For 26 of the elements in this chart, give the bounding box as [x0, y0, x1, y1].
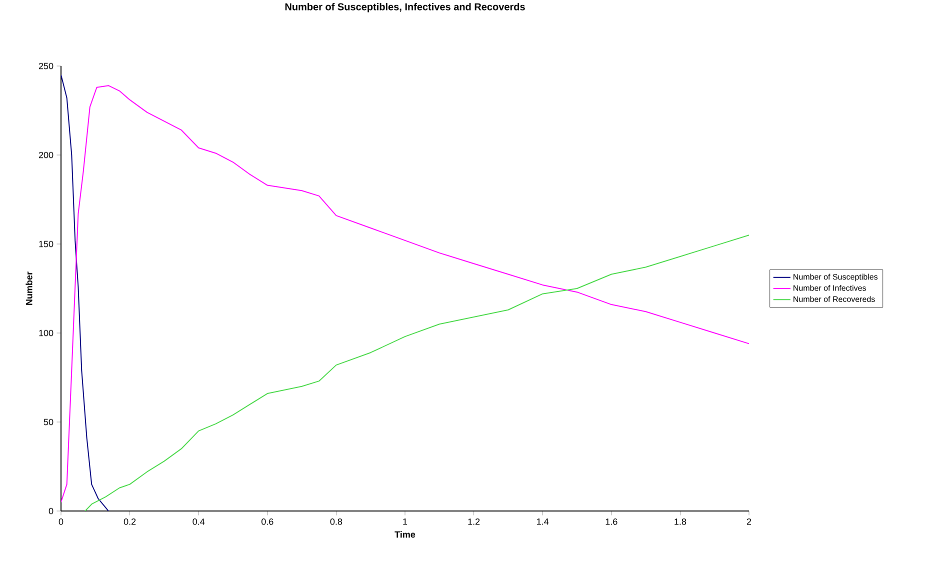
x-tick-label: 1.4 — [537, 518, 549, 525]
y-tick-label: 200 — [38, 152, 54, 158]
line-series — [61, 85, 750, 503]
y-tick-label: 250 — [38, 62, 54, 70]
legend-label: Number of Susceptibles — [794, 274, 878, 282]
x-tick-label: 0.6 — [261, 518, 274, 525]
y-axis-title: Number — [26, 272, 32, 305]
x-tick-label: 1 — [403, 518, 408, 525]
line-series — [61, 74, 109, 512]
y-tick-label: 100 — [39, 330, 54, 336]
x-tick-label: 1.2 — [468, 518, 480, 525]
x-axis-title: Time — [394, 531, 416, 538]
x-tick-label: 1.8 — [674, 518, 686, 525]
x-tick-label: 1.6 — [606, 518, 618, 525]
legend-label: Number of Recovereds — [794, 296, 875, 302]
x-tick-label: 0 — [58, 518, 64, 525]
y-tick-label: 150 — [39, 240, 54, 248]
x-tick-label: 0.4 — [192, 518, 205, 525]
legend-label: Number of Infectives — [794, 284, 866, 291]
x-tick-label: 2 — [746, 518, 752, 525]
chart-title: Number of Susceptibles, Infectives and Recoverds — [285, 2, 525, 12]
x-tick-label: 0.8 — [330, 518, 342, 525]
y-tick-label: 0 — [48, 508, 54, 514]
line-series — [84, 234, 750, 512]
y-tick-label: 50 — [44, 418, 54, 426]
x-tick-label: 0.2 — [124, 518, 136, 525]
